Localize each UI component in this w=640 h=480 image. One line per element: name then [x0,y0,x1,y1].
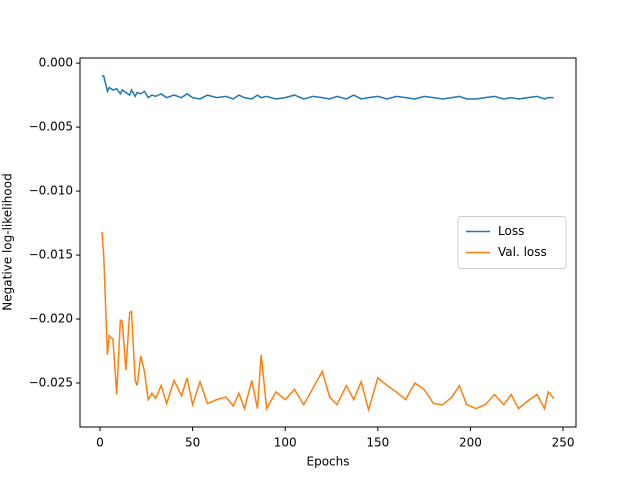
series-line [101,75,554,100]
y-tick-label: −0.015 [29,248,73,262]
legend-box [457,216,567,269]
series-line [101,231,555,413]
x-tick-label: 250 [552,436,575,450]
x-tick-label: 150 [366,436,389,450]
y-tick-label: −0.025 [29,375,73,389]
x-axis-label: Epochs [307,455,350,469]
x-tick-label: 200 [459,436,482,450]
plot-frame [79,57,577,428]
y-tick-label: −0.010 [29,184,73,198]
legend-label: Loss [498,224,524,238]
y-tick-label: −0.005 [29,120,73,134]
y-tick-label: 0.000 [39,56,73,70]
y-axis-label: Negative log-likelihood [1,173,15,310]
y-tick-label: −0.020 [29,312,73,326]
legend-label: Val. loss [498,245,547,259]
x-tick-label: 100 [274,436,297,450]
x-tick-label: 0 [96,436,104,450]
x-tick-label: 50 [185,436,200,450]
